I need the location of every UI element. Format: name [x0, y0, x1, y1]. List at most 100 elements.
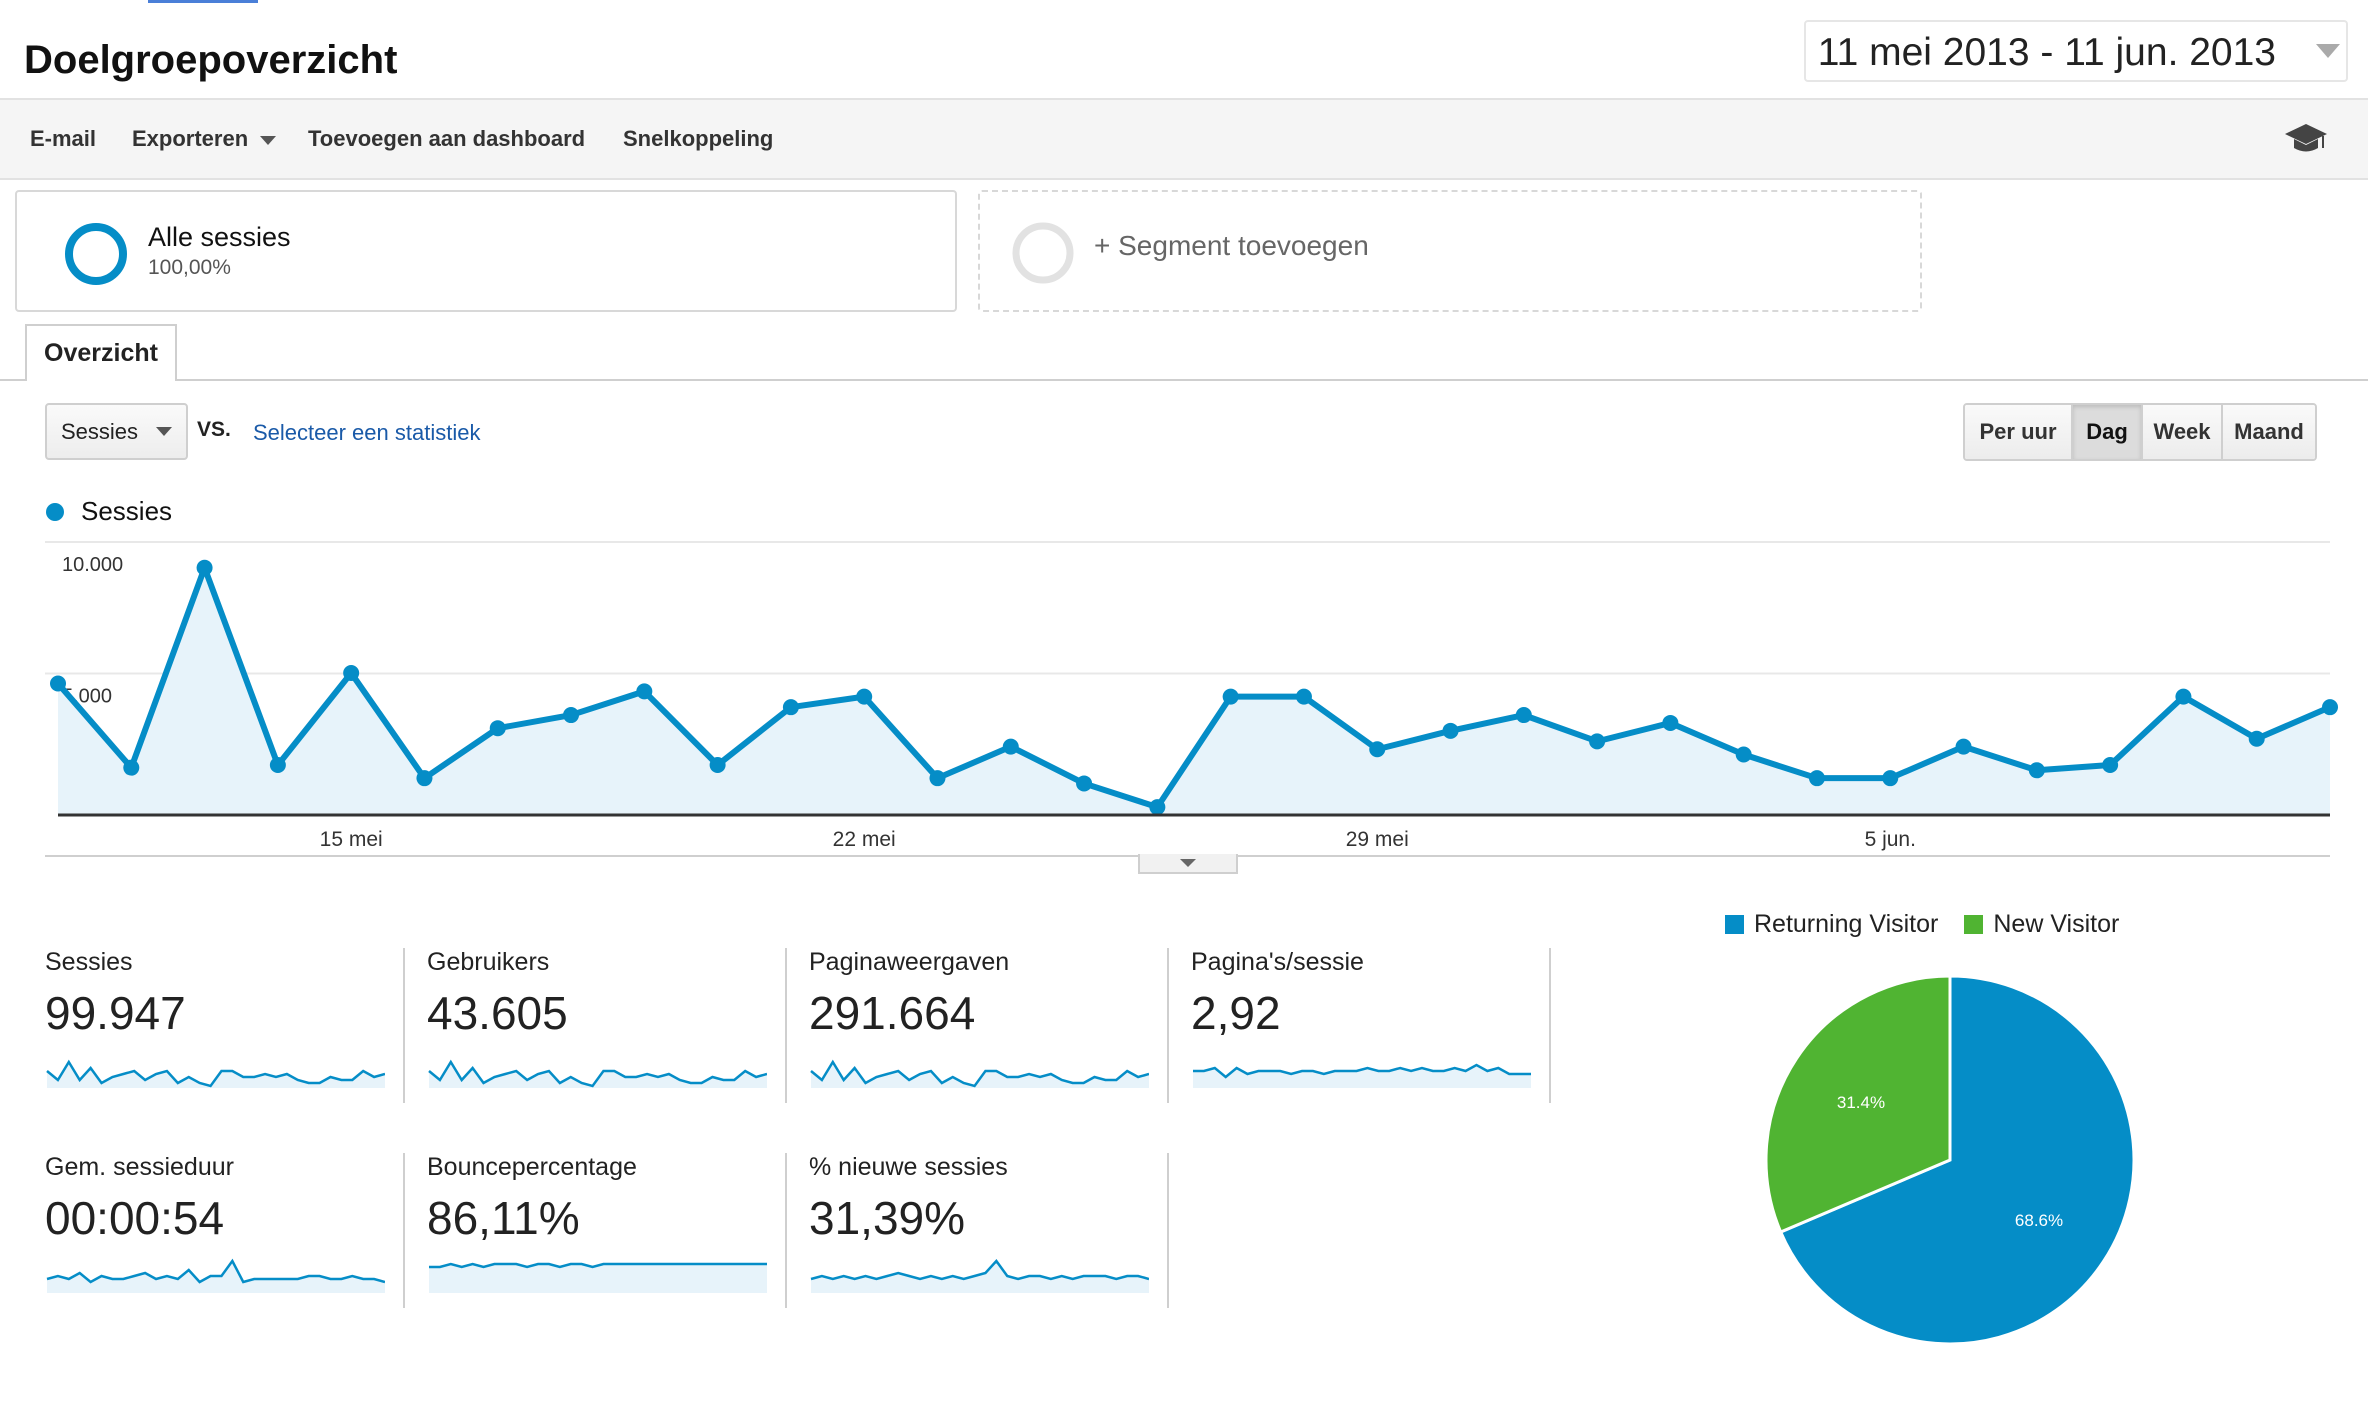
metric-value: 86,11%: [427, 1192, 580, 1244]
vs-label: VS.: [197, 418, 231, 441]
data-point: [709, 757, 726, 774]
metric-label: Paginaweergaven: [809, 948, 1010, 976]
sparkline-area: [429, 1062, 767, 1088]
data-point: [563, 707, 580, 724]
metric-value: 00:00:54: [45, 1192, 225, 1244]
select-metric-link[interactable]: Selecteer een statistiek: [253, 420, 481, 445]
sparkline-line: [429, 1262, 767, 1269]
data-point: [1882, 770, 1899, 787]
pie-legend-item-new[interactable]: New Visitor: [1964, 910, 2119, 939]
data-point: [1222, 688, 1239, 705]
sparkline-line: [46, 1258, 385, 1284]
metric-tile[interactable]: % nieuwe sessies 31,39%: [809, 1153, 1169, 1313]
data-point: [856, 688, 873, 705]
pie-slice: [1764, 974, 1952, 1234]
segment-label: Alle sessies: [148, 222, 291, 252]
tile-divider: [1167, 1153, 1169, 1308]
granularity-week-button[interactable]: Week: [2143, 405, 2223, 459]
data-point: [1442, 722, 1459, 739]
data-point: [196, 559, 213, 576]
data-point: [1955, 738, 1972, 755]
chevron-down-icon[interactable]: [1180, 859, 1196, 867]
metric-label: Gebruikers: [427, 948, 550, 976]
chevron-down-icon[interactable]: [2316, 44, 2340, 58]
tab-divider: [0, 379, 2368, 381]
data-point: [2175, 688, 2192, 705]
x-tick-label: 29 mei: [1346, 828, 1409, 851]
metric-sparkline: [46, 1258, 385, 1293]
data-point: [2028, 762, 2045, 779]
data-point: [1589, 733, 1606, 750]
data-point: [929, 770, 946, 787]
sparkline-area: [811, 1261, 1149, 1293]
tile-divider: [785, 1153, 787, 1308]
metric-sparkline: [46, 1059, 385, 1088]
report-toolbar: E-mail Exporteren Toevoegen aan dashboar…: [0, 98, 2368, 180]
metric-value: 291.664: [809, 987, 976, 1039]
metric-sparkline: [810, 1059, 1149, 1088]
data-point: [636, 683, 653, 700]
empty-segment-icon: [1012, 222, 1074, 284]
metric-tile[interactable]: Gebruikers 43.605: [427, 948, 787, 1108]
metric-tile[interactable]: Sessies 99.947: [45, 948, 405, 1108]
data-point: [123, 759, 140, 776]
data-point: [269, 757, 286, 774]
pie-legend: Returning Visitor New Visitor: [1725, 910, 2119, 939]
metric-tile[interactable]: Gem. sessieduur 00:00:54: [45, 1153, 405, 1313]
y-tick-label: 10.000: [62, 554, 123, 576]
pie-slice: [1778, 974, 2136, 1346]
granularity-month-button[interactable]: Maand: [2223, 405, 2315, 459]
x-tick-label: 22 mei: [833, 828, 896, 851]
graduation-cap-icon[interactable]: [2284, 122, 2328, 156]
metric-label: Pagina's/sessie: [1191, 948, 1364, 976]
data-point: [343, 664, 360, 681]
segment-percentage: 100,00%: [148, 256, 231, 279]
x-tick-label: 15 mei: [320, 828, 383, 851]
metric-label: Gem. sessieduur: [45, 1153, 234, 1181]
data-point: [1515, 707, 1532, 724]
granularity-hour-button[interactable]: Per uur: [1965, 405, 2073, 459]
metric-label: Bouncepercentage: [427, 1153, 637, 1181]
email-button[interactable]: E-mail: [30, 126, 97, 151]
data-point: [1149, 799, 1166, 816]
metric-sparkline: [810, 1259, 1149, 1293]
sparkline-line: [428, 1059, 767, 1088]
metric-tile[interactable]: Bouncepercentage 86,11%: [427, 1153, 787, 1313]
chevron-down-icon: [260, 135, 277, 145]
series-line: [55, 564, 2332, 811]
date-range-picker[interactable]: 11 mei 2013 - 11 jun. 2013: [1803, 20, 2348, 82]
segment-donut-icon: [65, 223, 127, 285]
segment-all-sessions[interactable]: [15, 190, 957, 312]
tile-divider: [403, 948, 405, 1103]
sparkline-area: [811, 1062, 1149, 1088]
shortcut-button[interactable]: Snelkoppeling: [623, 126, 774, 151]
pie-slice-label: 68.6%: [2015, 1211, 2063, 1230]
pie-legend-item-returning[interactable]: Returning Visitor: [1725, 910, 1938, 939]
chevron-down-icon[interactable]: [156, 427, 172, 436]
export-button[interactable]: Exporteren: [132, 126, 277, 152]
metric-sparkline: [1193, 1063, 1531, 1088]
tab-overview[interactable]: Overzicht: [25, 324, 177, 381]
sparkline-line: [810, 1259, 1149, 1281]
granularity-day-button[interactable]: Dag: [2073, 405, 2143, 459]
legend-label: Sessies: [81, 496, 173, 526]
add-segment-label[interactable]: + Segment toevoegen: [1094, 230, 1369, 261]
visitor-type-pie-chart: 68.6% 31.4%: [1764, 974, 2136, 1346]
legend-swatch: [1725, 915, 1744, 934]
tile-divider: [785, 948, 787, 1103]
metric-tile[interactable]: Paginaweergaven 291.664: [809, 948, 1169, 1108]
data-point: [1369, 741, 1386, 758]
legend-label: New Visitor: [1993, 910, 2120, 938]
sparkline-line: [46, 1059, 385, 1088]
series-area: [58, 567, 2330, 815]
export-label: Exporteren: [132, 126, 249, 151]
add-to-dashboard-button[interactable]: Toevoegen aan dashboard: [308, 126, 586, 151]
metric-tile[interactable]: Pagina's/sessie 2,92: [1191, 948, 1551, 1108]
tile-divider: [1167, 948, 1169, 1103]
metric-value: 43.605: [427, 987, 568, 1039]
metric-sparkline: [429, 1262, 767, 1293]
add-segment-button[interactable]: [978, 190, 1922, 312]
data-point: [50, 675, 66, 692]
granularity-toggle: Per uur Dag Week Maand: [1963, 403, 2317, 461]
